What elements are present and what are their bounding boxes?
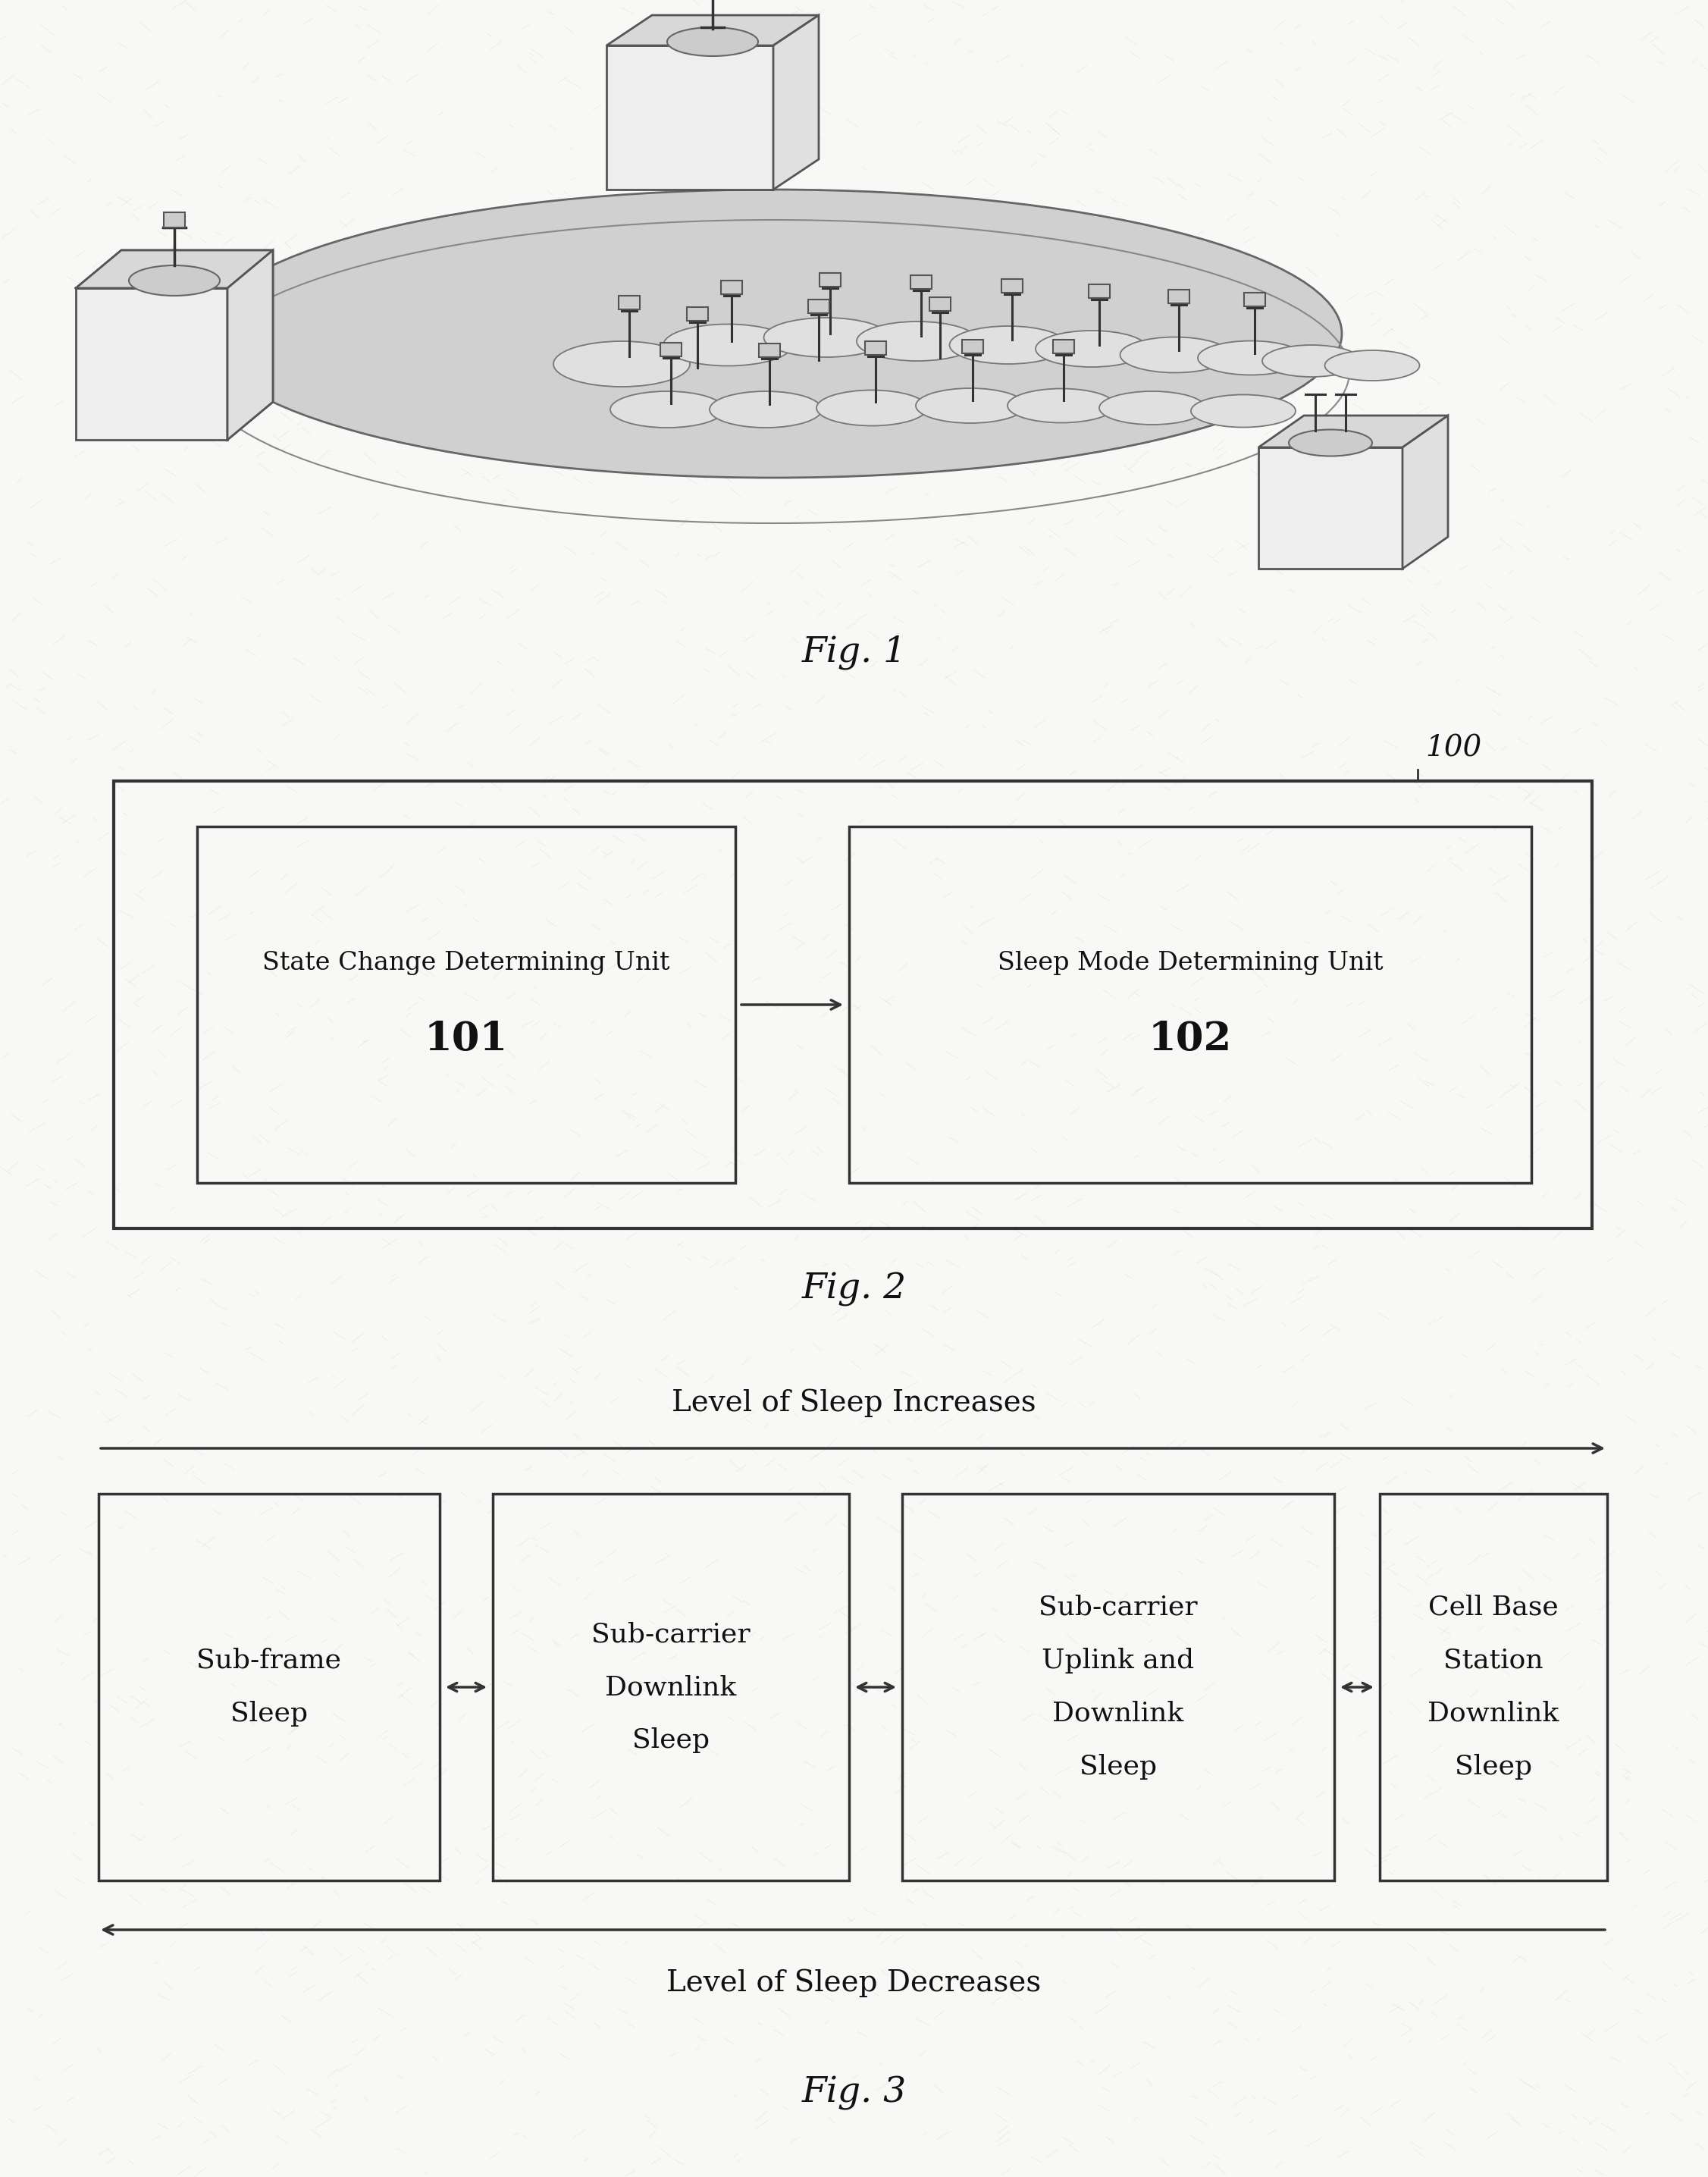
FancyBboxPatch shape	[808, 300, 830, 313]
Polygon shape	[1259, 416, 1448, 448]
FancyBboxPatch shape	[864, 342, 886, 355]
Text: Sleep Mode Determining Unit: Sleep Mode Determining Unit	[997, 951, 1383, 975]
Text: Sub-carrier: Sub-carrier	[591, 1622, 750, 1648]
FancyBboxPatch shape	[687, 307, 709, 320]
Ellipse shape	[1120, 337, 1230, 372]
Ellipse shape	[1100, 392, 1206, 425]
FancyBboxPatch shape	[1001, 279, 1023, 292]
Ellipse shape	[1008, 390, 1115, 422]
Ellipse shape	[1190, 394, 1296, 427]
FancyBboxPatch shape	[75, 287, 227, 440]
Text: 100: 100	[1424, 734, 1481, 762]
FancyBboxPatch shape	[1088, 285, 1110, 298]
Ellipse shape	[857, 322, 979, 361]
Ellipse shape	[1035, 331, 1148, 368]
Text: Sub-frame: Sub-frame	[196, 1648, 342, 1674]
FancyBboxPatch shape	[1243, 292, 1266, 307]
Ellipse shape	[205, 189, 1342, 477]
FancyBboxPatch shape	[910, 274, 931, 290]
Text: Cell Base: Cell Base	[1428, 1594, 1559, 1620]
FancyBboxPatch shape	[758, 344, 781, 357]
Text: Level of Sleep Decreases: Level of Sleep Decreases	[666, 1968, 1042, 1996]
FancyBboxPatch shape	[606, 46, 774, 189]
FancyBboxPatch shape	[618, 296, 640, 309]
Ellipse shape	[816, 390, 927, 427]
Polygon shape	[606, 15, 818, 46]
Polygon shape	[227, 250, 273, 440]
Ellipse shape	[1262, 344, 1361, 377]
FancyBboxPatch shape	[164, 213, 184, 226]
Polygon shape	[75, 250, 273, 287]
FancyBboxPatch shape	[661, 342, 681, 357]
FancyBboxPatch shape	[1054, 340, 1074, 353]
Ellipse shape	[915, 388, 1025, 422]
FancyBboxPatch shape	[721, 281, 743, 294]
Text: Sleep: Sleep	[1079, 1755, 1156, 1779]
Text: 101: 101	[425, 1019, 507, 1058]
Text: State Change Determining Unit: State Change Determining Unit	[263, 951, 670, 975]
Text: 102: 102	[1148, 1019, 1231, 1058]
Text: Sleep: Sleep	[1455, 1755, 1532, 1779]
Ellipse shape	[663, 324, 793, 366]
Text: Downlink: Downlink	[605, 1674, 736, 1700]
Polygon shape	[1402, 416, 1448, 568]
Ellipse shape	[709, 392, 822, 427]
FancyBboxPatch shape	[1168, 290, 1189, 303]
Ellipse shape	[1290, 429, 1372, 457]
FancyBboxPatch shape	[962, 340, 984, 353]
Text: Fig. 1: Fig. 1	[801, 636, 907, 668]
FancyBboxPatch shape	[820, 272, 840, 287]
Text: Fig. 2: Fig. 2	[801, 1271, 907, 1306]
Ellipse shape	[950, 327, 1068, 364]
Text: Downlink: Downlink	[1428, 1700, 1559, 1726]
Text: Fig. 3: Fig. 3	[801, 2075, 907, 2110]
Ellipse shape	[1325, 350, 1419, 381]
Ellipse shape	[668, 28, 758, 57]
Polygon shape	[774, 15, 818, 189]
Text: Sleep: Sleep	[632, 1726, 709, 1752]
Text: Sleep: Sleep	[231, 1700, 307, 1726]
FancyBboxPatch shape	[929, 298, 951, 311]
Ellipse shape	[610, 392, 724, 427]
Ellipse shape	[1197, 342, 1303, 374]
Ellipse shape	[128, 266, 220, 296]
FancyBboxPatch shape	[1259, 448, 1402, 568]
Text: Station: Station	[1443, 1648, 1544, 1674]
Text: Level of Sleep Increases: Level of Sleep Increases	[671, 1389, 1037, 1417]
Text: Sub-carrier: Sub-carrier	[1038, 1594, 1197, 1620]
Text: Downlink: Downlink	[1052, 1700, 1184, 1726]
Text: Uplink and: Uplink and	[1042, 1648, 1194, 1674]
Ellipse shape	[763, 318, 888, 357]
Ellipse shape	[553, 342, 690, 388]
